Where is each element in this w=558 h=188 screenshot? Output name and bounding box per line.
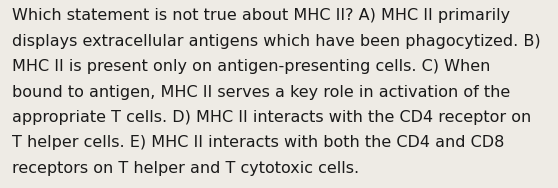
Text: displays extracellular antigens which have been phagocytized. B): displays extracellular antigens which ha… <box>12 34 541 49</box>
Text: receptors on T helper and T cytotoxic cells.: receptors on T helper and T cytotoxic ce… <box>12 161 359 176</box>
Text: MHC II is present only on antigen-presenting cells. C) When: MHC II is present only on antigen-presen… <box>12 59 490 74</box>
Text: appropriate T cells. D) MHC II interacts with the CD4 receptor on: appropriate T cells. D) MHC II interacts… <box>12 110 532 125</box>
Text: Which statement is not true about MHC II? A) MHC II primarily: Which statement is not true about MHC II… <box>12 8 511 24</box>
Text: T helper cells. E) MHC II interacts with both the CD4 and CD8: T helper cells. E) MHC II interacts with… <box>12 135 504 150</box>
Text: bound to antigen, MHC II serves a key role in activation of the: bound to antigen, MHC II serves a key ro… <box>12 85 511 100</box>
